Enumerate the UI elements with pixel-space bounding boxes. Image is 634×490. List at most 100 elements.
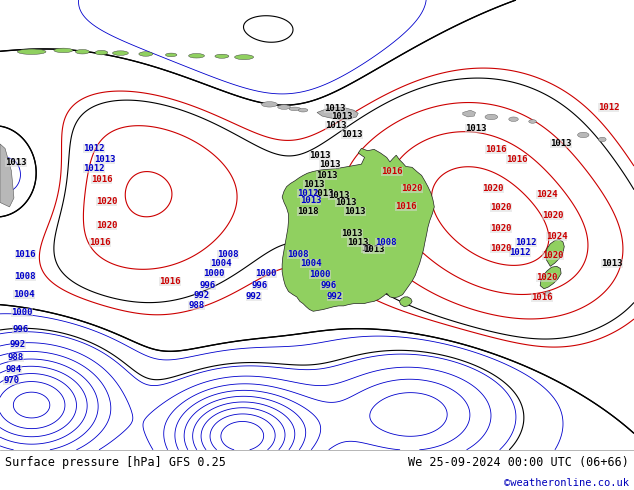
Ellipse shape xyxy=(598,137,606,142)
Ellipse shape xyxy=(18,49,46,54)
Text: 1000: 1000 xyxy=(256,269,277,278)
Text: 1013: 1013 xyxy=(341,130,363,140)
Text: 1004: 1004 xyxy=(300,259,321,268)
Text: 1013: 1013 xyxy=(341,229,363,239)
Polygon shape xyxy=(540,266,561,289)
Text: 1013: 1013 xyxy=(332,112,353,121)
Ellipse shape xyxy=(261,101,278,107)
Text: 1013: 1013 xyxy=(363,245,385,254)
Text: 1013: 1013 xyxy=(94,155,115,164)
Ellipse shape xyxy=(578,132,589,138)
Text: 1013: 1013 xyxy=(335,198,356,207)
Text: 1016: 1016 xyxy=(381,167,403,176)
Ellipse shape xyxy=(95,50,108,55)
Polygon shape xyxy=(282,148,434,311)
Text: 1016: 1016 xyxy=(395,202,417,211)
Ellipse shape xyxy=(113,51,128,55)
Text: 996: 996 xyxy=(200,281,216,290)
Text: 1008: 1008 xyxy=(217,249,239,259)
Text: 1013: 1013 xyxy=(601,259,623,268)
Text: 1016: 1016 xyxy=(91,175,112,184)
Text: 992: 992 xyxy=(327,293,343,301)
Text: 992: 992 xyxy=(10,340,26,348)
Text: Surface pressure [hPa] GFS 0.25: Surface pressure [hPa] GFS 0.25 xyxy=(5,456,226,469)
Text: 1024: 1024 xyxy=(546,232,567,241)
Text: 1013: 1013 xyxy=(465,123,486,133)
Text: 1020: 1020 xyxy=(482,184,504,193)
Text: 1020: 1020 xyxy=(490,224,512,233)
Text: 1013: 1013 xyxy=(325,122,347,130)
Text: 1000: 1000 xyxy=(11,308,33,317)
Text: 1013: 1013 xyxy=(344,207,366,216)
Text: 1018: 1018 xyxy=(297,207,318,216)
Text: 1020: 1020 xyxy=(536,273,557,283)
Text: 1016: 1016 xyxy=(531,294,553,302)
Text: 996: 996 xyxy=(320,281,337,290)
Text: 1013: 1013 xyxy=(328,191,350,200)
Polygon shape xyxy=(545,239,564,266)
Ellipse shape xyxy=(485,114,498,120)
Text: 1012: 1012 xyxy=(515,239,537,247)
Ellipse shape xyxy=(278,105,290,109)
Text: 10: 10 xyxy=(361,244,372,253)
Text: 1008: 1008 xyxy=(375,238,396,246)
Polygon shape xyxy=(317,107,358,119)
Text: 1016: 1016 xyxy=(506,155,527,164)
Ellipse shape xyxy=(54,48,73,52)
Ellipse shape xyxy=(509,117,519,122)
Text: 1013: 1013 xyxy=(5,158,27,167)
Text: 1013: 1013 xyxy=(319,160,340,169)
Text: 1004: 1004 xyxy=(13,290,35,299)
Text: 1016: 1016 xyxy=(159,277,181,286)
Text: 970: 970 xyxy=(3,376,20,385)
Text: 1012: 1012 xyxy=(509,248,531,257)
Text: 1020: 1020 xyxy=(96,197,117,206)
Text: 1008: 1008 xyxy=(287,249,309,259)
Ellipse shape xyxy=(298,108,307,112)
Text: 996: 996 xyxy=(252,281,268,290)
Polygon shape xyxy=(399,297,412,307)
Polygon shape xyxy=(463,110,476,117)
Text: 1012: 1012 xyxy=(598,103,619,113)
Ellipse shape xyxy=(165,53,177,57)
Text: 1013: 1013 xyxy=(313,189,334,198)
Text: 1016: 1016 xyxy=(485,145,507,154)
Text: 1016: 1016 xyxy=(89,238,111,246)
Text: 984: 984 xyxy=(6,365,22,374)
Text: 1016: 1016 xyxy=(15,249,36,259)
Text: 1013: 1013 xyxy=(303,180,325,189)
Ellipse shape xyxy=(215,54,229,58)
Text: 1000: 1000 xyxy=(204,269,225,278)
Text: 1020: 1020 xyxy=(401,184,423,194)
Ellipse shape xyxy=(189,53,204,58)
Text: 1013: 1013 xyxy=(324,104,346,113)
Text: 992: 992 xyxy=(245,293,262,301)
Ellipse shape xyxy=(139,52,153,56)
Text: 1013: 1013 xyxy=(347,238,369,246)
Text: 996: 996 xyxy=(12,325,29,334)
Text: 1013: 1013 xyxy=(316,171,337,180)
Text: 1013: 1013 xyxy=(309,151,331,160)
Text: 1020: 1020 xyxy=(490,244,512,253)
Text: 1012: 1012 xyxy=(83,164,105,173)
Text: 1000: 1000 xyxy=(309,270,331,279)
Text: 1020: 1020 xyxy=(542,251,564,260)
Ellipse shape xyxy=(289,107,301,111)
Text: 988: 988 xyxy=(188,301,205,310)
Text: 1008: 1008 xyxy=(15,272,36,281)
Text: 1004: 1004 xyxy=(210,259,231,268)
Text: 1013: 1013 xyxy=(550,140,572,148)
Text: 1020: 1020 xyxy=(542,211,564,220)
Text: ©weatheronline.co.uk: ©weatheronline.co.uk xyxy=(504,478,629,488)
Ellipse shape xyxy=(529,120,536,123)
Text: 1012: 1012 xyxy=(297,189,318,198)
Text: 992: 992 xyxy=(193,292,210,300)
Text: 1012: 1012 xyxy=(83,144,105,153)
Text: 1013: 1013 xyxy=(300,196,321,205)
Text: 1020: 1020 xyxy=(96,221,117,230)
Polygon shape xyxy=(0,144,14,207)
Ellipse shape xyxy=(75,49,89,54)
Text: 1024: 1024 xyxy=(536,190,557,199)
Ellipse shape xyxy=(235,55,254,60)
Text: 988: 988 xyxy=(8,353,24,362)
